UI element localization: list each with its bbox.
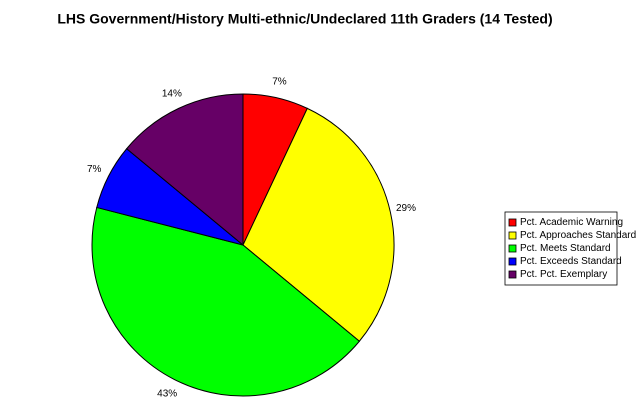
legend-box (504, 211, 618, 286)
legend-label: Pct. Pct. Exemplary (520, 269, 607, 280)
legend-label: Pct. Academic Warning (520, 217, 623, 228)
pie-slice (91, 206, 361, 397)
data-label: 7% (87, 164, 102, 175)
legend-swatch (508, 270, 517, 279)
legend-swatch (508, 244, 517, 253)
data-label: 43% (157, 388, 177, 399)
legend-label: Pct. Approaches Standard (520, 230, 636, 241)
data-label: 7% (272, 77, 287, 88)
legend-swatch (508, 218, 517, 227)
pie-slice (125, 93, 244, 247)
legend-swatch (508, 231, 517, 240)
pie-slice (242, 107, 395, 342)
chart-title: LHS Government/History Multi-ethnic/Unde… (57, 11, 552, 27)
legend-label: Pct. Meets Standard (520, 243, 611, 254)
legend-label: Pct. Exceeds Standard (520, 256, 622, 267)
data-label: 14% (162, 89, 182, 100)
data-label: 29% (396, 203, 416, 214)
legend-swatch (508, 257, 517, 266)
